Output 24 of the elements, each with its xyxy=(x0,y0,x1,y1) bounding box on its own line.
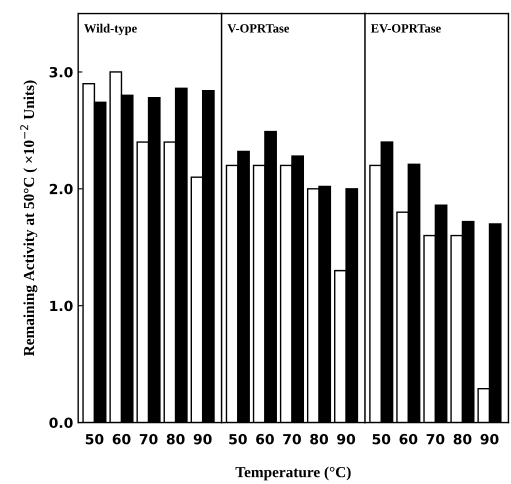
x-tick-label: 60 xyxy=(400,434,418,444)
y-tick-label: 1.0 xyxy=(50,300,73,312)
x-tick-label: 80 xyxy=(454,434,472,444)
text: V-OPRTase xyxy=(227,24,290,33)
y-tick-label: 0.0 xyxy=(49,418,73,428)
x-tick-label: 50 xyxy=(229,434,247,444)
x-tick-label: 60 xyxy=(256,434,274,444)
x-tick-label: 80 xyxy=(310,434,328,444)
text: Wild-type xyxy=(84,24,137,36)
x-tick-label: 70 xyxy=(140,434,158,444)
x-tick-label: 50 xyxy=(86,434,104,444)
x-tick-label: 90 xyxy=(337,434,356,444)
x-tick-label: 70 xyxy=(426,434,444,444)
y-tick-label: 2.0 xyxy=(50,184,73,194)
y-tick-label: 3.0 xyxy=(50,66,73,78)
x-tick-label: 50 xyxy=(372,434,390,444)
y-axis-title: Remaining Activity at 50°C ( ×10$^{−2}$ Units) xyxy=(20,80,38,356)
x-tick-label: 90 xyxy=(480,434,498,444)
x-tick-label: 60 xyxy=(112,434,130,444)
x-tick-label: 90 xyxy=(194,434,212,444)
x-axis-title: Temperature (°C) xyxy=(236,466,351,480)
text: EV-OPRTase xyxy=(370,24,441,33)
x-tick-label: 70 xyxy=(283,434,301,444)
x-tick-label: 80 xyxy=(166,434,185,444)
